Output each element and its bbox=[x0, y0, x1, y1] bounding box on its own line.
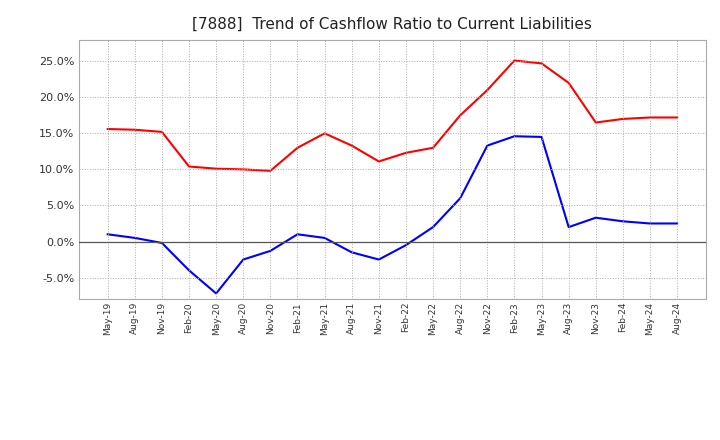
Free CF to Current Liabilities bbox=[537, 134, 546, 139]
Operating CF to Current Liabilities bbox=[130, 127, 139, 132]
Operating CF to Current Liabilities bbox=[537, 61, 546, 66]
Operating CF to Current Liabilities bbox=[510, 58, 518, 63]
Operating CF to Current Liabilities bbox=[591, 120, 600, 125]
Operating CF to Current Liabilities bbox=[646, 115, 654, 120]
Operating CF to Current Liabilities bbox=[374, 159, 383, 164]
Free CF to Current Liabilities bbox=[104, 231, 112, 237]
Operating CF to Current Liabilities bbox=[266, 168, 275, 173]
Operating CF to Current Liabilities bbox=[348, 143, 356, 148]
Operating CF to Current Liabilities bbox=[618, 116, 627, 121]
Operating CF to Current Liabilities bbox=[672, 115, 681, 120]
Operating CF to Current Liabilities bbox=[293, 145, 302, 150]
Free CF to Current Liabilities bbox=[591, 215, 600, 220]
Operating CF to Current Liabilities bbox=[456, 113, 464, 118]
Title: [7888]  Trend of Cashflow Ratio to Current Liabilities: [7888] Trend of Cashflow Ratio to Curren… bbox=[192, 16, 593, 32]
Free CF to Current Liabilities bbox=[618, 219, 627, 224]
Free CF to Current Liabilities bbox=[158, 240, 166, 246]
Free CF to Current Liabilities bbox=[320, 235, 329, 241]
Free CF to Current Liabilities bbox=[348, 249, 356, 255]
Free CF to Current Liabilities bbox=[483, 143, 492, 148]
Free CF to Current Liabilities bbox=[212, 291, 220, 296]
Free CF to Current Liabilities bbox=[428, 224, 437, 230]
Operating CF to Current Liabilities bbox=[158, 129, 166, 135]
Free CF to Current Liabilities bbox=[646, 221, 654, 226]
Free CF to Current Liabilities bbox=[185, 268, 194, 273]
Line: Free CF to Current Liabilities: Free CF to Current Liabilities bbox=[108, 136, 677, 293]
Operating CF to Current Liabilities bbox=[239, 167, 248, 172]
Operating CF to Current Liabilities bbox=[483, 88, 492, 93]
Free CF to Current Liabilities bbox=[293, 231, 302, 237]
Operating CF to Current Liabilities bbox=[320, 131, 329, 136]
Line: Operating CF to Current Liabilities: Operating CF to Current Liabilities bbox=[108, 61, 677, 171]
Free CF to Current Liabilities bbox=[510, 134, 518, 139]
Operating CF to Current Liabilities bbox=[428, 145, 437, 150]
Operating CF to Current Liabilities bbox=[564, 80, 573, 85]
Operating CF to Current Liabilities bbox=[402, 150, 410, 155]
Free CF to Current Liabilities bbox=[564, 224, 573, 230]
Free CF to Current Liabilities bbox=[402, 242, 410, 248]
Free CF to Current Liabilities bbox=[239, 257, 248, 262]
Operating CF to Current Liabilities bbox=[212, 166, 220, 171]
Free CF to Current Liabilities bbox=[374, 257, 383, 262]
Free CF to Current Liabilities bbox=[456, 196, 464, 201]
Free CF to Current Liabilities bbox=[266, 248, 275, 253]
Free CF to Current Liabilities bbox=[130, 235, 139, 241]
Operating CF to Current Liabilities bbox=[104, 126, 112, 132]
Free CF to Current Liabilities bbox=[672, 221, 681, 226]
Operating CF to Current Liabilities bbox=[185, 164, 194, 169]
